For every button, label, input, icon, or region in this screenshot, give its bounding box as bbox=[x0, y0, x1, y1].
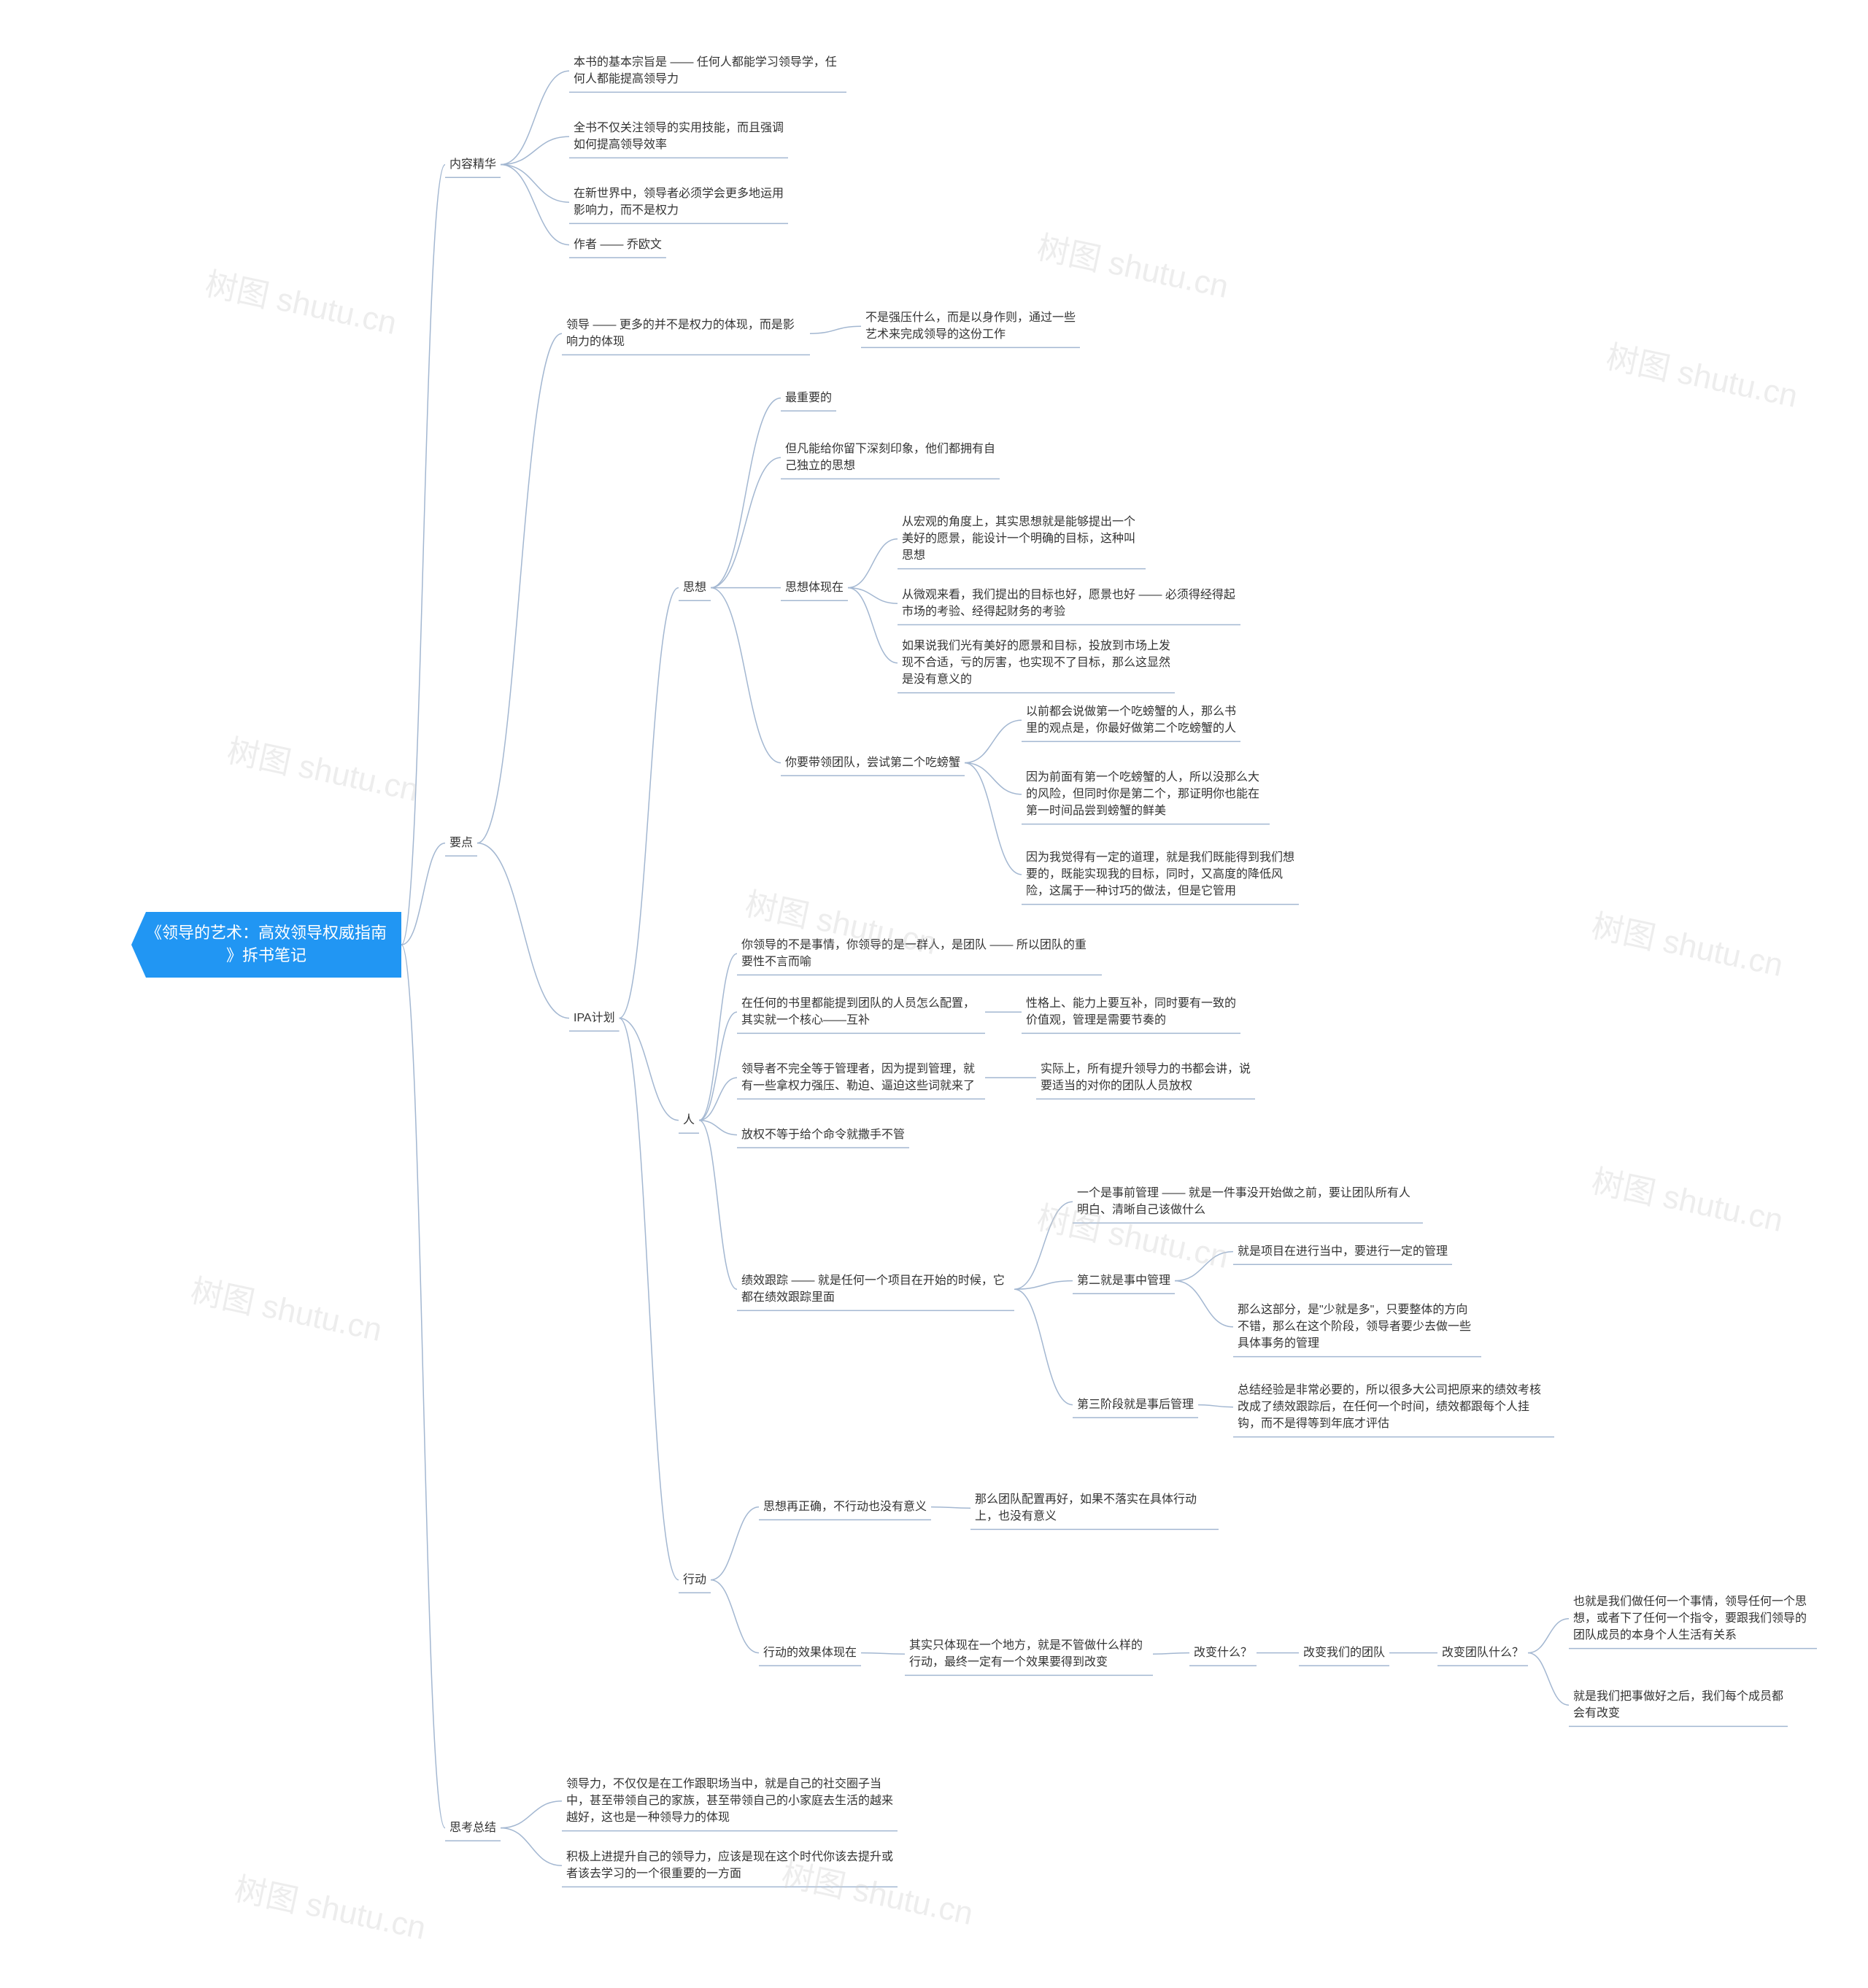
connector bbox=[620, 1018, 679, 1580]
connector bbox=[401, 843, 445, 945]
node-crab-3[interactable]: 因为我觉得有一定的道理，就是我们既能得到我们想要的，既能实现我的目标，同时，又高… bbox=[1022, 846, 1299, 903]
node-idea-1[interactable]: 最重要的 bbox=[781, 387, 836, 409]
connector bbox=[501, 1828, 562, 1866]
node-idea-2[interactable]: 但凡能给你留下深刻印象，他们都拥有自己独立的思想 bbox=[781, 438, 1000, 477]
root-node[interactable]: 《领导的艺术：高效领导权威指南 》拆书笔记 bbox=[131, 912, 401, 978]
node-perf[interactable]: 绩效跟踪 —— 就是任何一个项目在开始的时候，它都在绩效跟踪里面 bbox=[737, 1269, 1014, 1309]
connector bbox=[501, 165, 569, 245]
node-p3[interactable]: 领导者不完全等于管理者，因为提到管理，就有一些拿权力强压、勒迫、逼迫这些词就来了 bbox=[737, 1058, 985, 1097]
node-crab-2[interactable]: 因为前面有第一个吃螃蟹的人，所以没那么大的风险，但同时你是第二个，那证明你也能在… bbox=[1022, 766, 1270, 823]
node-idea-3c[interactable]: 如果说我们光有美好的愿景和目标，投放到市场上发现不合适，亏的厉害，也实现不了目标… bbox=[898, 635, 1175, 692]
connector bbox=[699, 1012, 737, 1120]
connector bbox=[501, 71, 569, 164]
watermark: 树图 shutu.cn bbox=[223, 724, 423, 811]
connector bbox=[861, 1653, 905, 1655]
node-idea-3[interactable]: 思想体现在 bbox=[781, 576, 848, 599]
node-summary[interactable]: 思考总结 bbox=[445, 1817, 501, 1839]
node-sum-2[interactable]: 积极上进提升自己的领导力，应该是现在这个时代你该去提升或者该去学习的一个很重要的… bbox=[562, 1846, 898, 1885]
node-act-chg3[interactable]: 改变团队什么？ bbox=[1437, 1641, 1528, 1664]
node-perf-3a[interactable]: 总结经验是非常必要的，所以很多大公司把原来的绩效考核改成了绩效跟踪后，在任何一个… bbox=[1233, 1379, 1554, 1436]
connector bbox=[699, 1121, 737, 1135]
connector bbox=[1528, 1619, 1569, 1653]
connector bbox=[1528, 1653, 1569, 1706]
connector bbox=[965, 720, 1022, 762]
connector bbox=[848, 539, 898, 588]
node-crab-1[interactable]: 以前都会说做第一个吃螃蟹的人，那么书里的观点是，你最好做第二个吃螃蟹的人 bbox=[1022, 700, 1240, 740]
node-p4[interactable]: 放权不等于给个命令就撒手不管 bbox=[737, 1123, 909, 1146]
node-act-1a[interactable]: 那么团队配置再好，如果不落实在具体行动上，也没有意义 bbox=[970, 1488, 1219, 1528]
connector bbox=[1014, 1289, 1073, 1404]
connector bbox=[477, 333, 562, 843]
node-act-2a[interactable]: 其实只体现在一个地方，就是不管做什么样的行动，最终一定有一个效果要得到改变 bbox=[905, 1634, 1153, 1674]
watermark: 树图 shutu.cn bbox=[1033, 221, 1233, 307]
node-ess-3[interactable]: 在新世界中，领导者必须学会更多地运用影响力，而不是权力 bbox=[569, 182, 788, 222]
node-points[interactable]: 要点 bbox=[445, 832, 477, 854]
node-idea[interactable]: 思想 bbox=[679, 576, 711, 599]
watermark: 树图 shutu.cn bbox=[1588, 1155, 1788, 1241]
connector bbox=[620, 588, 679, 1018]
node-act-chg1[interactable]: 改变什么？ bbox=[1189, 1641, 1257, 1664]
node-p2[interactable]: 在任何的书里都能提到团队的人员怎么配置，其实就一个核心——互补 bbox=[737, 992, 985, 1032]
connector bbox=[699, 954, 737, 1120]
node-act-chg3b[interactable]: 就是我们把事做好之后，我们每个成员都会有改变 bbox=[1569, 1685, 1788, 1725]
watermark: 树图 shutu.cn bbox=[1602, 330, 1802, 417]
connector bbox=[965, 763, 1022, 875]
node-ess-author[interactable]: 作者 —— 乔欧文 bbox=[569, 233, 666, 256]
connector bbox=[1175, 1252, 1233, 1281]
node-sum-1[interactable]: 领导力，不仅仅是在工作跟职场当中，就是自己的社交圈子当中，甚至带领自己的家族，甚… bbox=[562, 1773, 898, 1830]
watermark: 树图 shutu.cn bbox=[201, 258, 401, 344]
node-perf-1[interactable]: 一个是事前管理 —— 就是一件事没开始做之前，要让团队所有人明白、清晰自己该做什… bbox=[1073, 1182, 1423, 1221]
node-people[interactable]: 人 bbox=[679, 1109, 699, 1132]
node-p3a[interactable]: 实际上，所有提升领导力的书都会讲，说要适当的对你的团队人员放权 bbox=[1036, 1058, 1255, 1097]
node-act-chg3a[interactable]: 也就是我们做任何一个事情，领导任何一个思想，或者下了任何一个指令，要跟我们领导的… bbox=[1569, 1590, 1817, 1647]
node-ess-2[interactable]: 全书不仅关注领导的实用技能，而且强调如何提高领导效率 bbox=[569, 117, 788, 156]
connector bbox=[699, 1078, 737, 1120]
connector bbox=[1153, 1653, 1189, 1655]
node-essence[interactable]: 内容精华 bbox=[445, 153, 501, 176]
watermark: 树图 shutu.cn bbox=[231, 1863, 431, 1949]
connector bbox=[477, 843, 569, 1018]
node-ess-1[interactable]: 本书的基本宗旨是 —— 任何人都能学习领导学，任何人都能提高领导力 bbox=[569, 51, 846, 90]
node-perf-2b[interactable]: 那么这部分，是"少就是多"，只要整体的方向不错，那么在这个阶段，领导者要少去做一… bbox=[1233, 1299, 1481, 1355]
connector bbox=[711, 1507, 759, 1580]
connector bbox=[620, 1018, 679, 1121]
connector bbox=[501, 165, 569, 203]
watermark: 树图 shutu.cn bbox=[187, 1264, 387, 1350]
connector bbox=[401, 165, 445, 945]
connector bbox=[931, 1507, 970, 1509]
watermark: 树图 shutu.cn bbox=[1588, 900, 1788, 986]
connector bbox=[1175, 1281, 1233, 1327]
connector bbox=[848, 588, 898, 604]
node-idea-3b[interactable]: 从微观来看，我们提出的目标也好，愿景也好 —— 必须得经得起市场的考验、经得起财… bbox=[898, 584, 1240, 623]
node-act-1[interactable]: 思想再正确，不行动也没有意义 bbox=[759, 1496, 931, 1518]
node-p1[interactable]: 你领导的不是事情，你领导的是一群人，是团队 —— 所以团队的重要性不言而喻 bbox=[737, 934, 1102, 973]
node-act-2[interactable]: 行动的效果体现在 bbox=[759, 1641, 861, 1664]
node-action[interactable]: 行动 bbox=[679, 1569, 711, 1591]
node-lead-1[interactable]: 不是强压什么，而是以身作则，通过一些艺术来完成领导的这份工作 bbox=[861, 306, 1080, 346]
connector bbox=[501, 1801, 562, 1828]
connector bbox=[1014, 1202, 1073, 1289]
node-perf-3[interactable]: 第三阶段就是事后管理 bbox=[1073, 1393, 1198, 1416]
node-act-chg2[interactable]: 改变我们的团队 bbox=[1299, 1641, 1389, 1664]
connector bbox=[711, 398, 781, 588]
node-ipa[interactable]: IPA计划 bbox=[569, 1007, 620, 1029]
connector bbox=[711, 588, 781, 763]
connector bbox=[1014, 1281, 1073, 1290]
node-perf-2[interactable]: 第二就是事中管理 bbox=[1073, 1269, 1175, 1292]
connector bbox=[810, 326, 861, 333]
connector bbox=[965, 763, 1022, 794]
connector bbox=[1198, 1405, 1233, 1407]
connector bbox=[848, 588, 898, 663]
connector bbox=[699, 1121, 737, 1290]
node-perf-2a[interactable]: 就是项目在进行当中，要进行一定的管理 bbox=[1233, 1240, 1452, 1263]
connector bbox=[711, 457, 781, 587]
connector bbox=[711, 1580, 759, 1653]
node-lead[interactable]: 领导 —— 更多的并不是权力的体现，而是影响力的体现 bbox=[562, 314, 810, 353]
node-idea-3a[interactable]: 从宏观的角度上，其实思想就是能够提出一个美好的愿景，能设计一个明确的目标，这种叫… bbox=[898, 511, 1146, 568]
node-crab[interactable]: 你要带领团队，尝试第二个吃螃蟹 bbox=[781, 751, 965, 774]
connector bbox=[401, 945, 445, 1828]
node-p2a[interactable]: 性格上、能力上要互补，同时要有一致的价值观，管理是需要节奏的 bbox=[1022, 992, 1240, 1032]
connector bbox=[501, 136, 569, 164]
